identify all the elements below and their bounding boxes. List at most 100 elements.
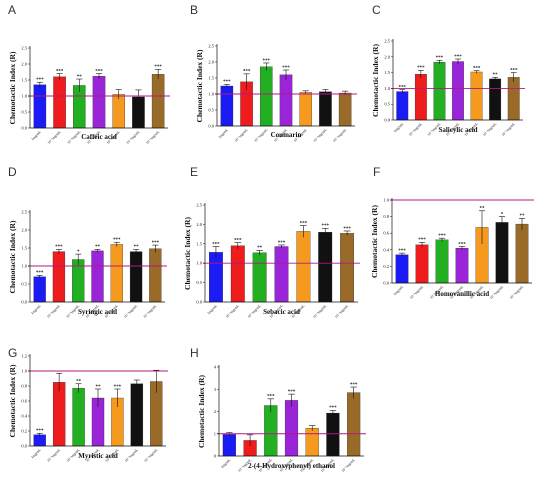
significance-marker: *	[77, 250, 80, 255]
y-tick-label: 2.5	[196, 203, 202, 208]
y-axis-label: Chemotactic Index (R)	[8, 51, 17, 124]
y-tick-label: 2.0	[384, 54, 390, 59]
y-tick-label: 0.5	[196, 280, 202, 285]
y-tick-label: 1.2	[21, 354, 27, 359]
y-axis-label: Chemotactic Index (R)	[8, 364, 17, 437]
significance-marker: ***	[56, 69, 64, 74]
significance-marker: ***	[234, 238, 242, 243]
significance-marker: ***	[288, 390, 296, 395]
bar	[347, 392, 361, 457]
y-tick-label: 1.5	[196, 241, 202, 246]
panel-title: Sebacic acid	[263, 308, 300, 316]
significance-marker: ***	[36, 78, 44, 83]
x-tick-label: 10⁻⁶mg/mL	[332, 128, 347, 143]
y-tick-label: 1.0	[384, 86, 390, 91]
x-tick-label: 1mg/mL	[30, 448, 42, 460]
y-tick-label: 4	[214, 365, 217, 370]
significance-marker: ***	[343, 227, 351, 232]
y-tick-label: 0.4	[383, 247, 389, 252]
x-tick-label: 10⁻¹mg/mL	[46, 304, 61, 319]
bar	[395, 254, 409, 284]
x-tick-label: 10⁻⁶mg/mL	[145, 130, 160, 145]
x-tick-label: 1mg/mL	[217, 128, 229, 140]
bar	[92, 76, 106, 129]
bar	[296, 231, 311, 303]
y-tick-label: 3	[214, 387, 217, 392]
panel-letter: H	[190, 346, 199, 360]
bar	[338, 92, 352, 127]
bar	[252, 252, 267, 303]
bar	[396, 91, 409, 121]
bar	[130, 383, 144, 447]
bar	[112, 94, 125, 129]
x-tick-label: 10⁻¹mg/mL	[47, 130, 62, 145]
chart-panel-g: G***1mg/mL 10⁻¹mg/mL**10⁻²mg/mL**10⁻³mg/m…	[8, 346, 168, 463]
significance-marker: ***	[454, 55, 462, 60]
x-tick-label: 1mg/mL	[393, 285, 405, 297]
significance-marker: ***	[113, 238, 121, 243]
x-tick-label: 10⁻⁵mg/mL	[124, 448, 139, 463]
x-tick-label: 10⁻²mg/mL	[67, 130, 82, 145]
y-tick-label: 2.0	[21, 62, 27, 67]
significance-marker: ***	[458, 242, 466, 247]
x-tick-label: 10⁻⁵mg/mL	[123, 304, 138, 319]
significance-marker: ***	[243, 70, 251, 75]
significance-marker: ***	[267, 395, 275, 400]
panel-letter: G	[8, 346, 17, 360]
significance-marker: **	[95, 245, 101, 250]
significance-marker: ***	[436, 56, 444, 61]
significance-marker: **	[520, 214, 526, 219]
x-tick-label: 10⁻¹mg/mL	[408, 122, 423, 137]
bar	[305, 428, 319, 457]
panel-letter: D	[8, 165, 17, 179]
y-axis-label: Chemotactic Index (R)	[195, 49, 204, 122]
bar	[326, 412, 340, 457]
y-tick-label: 0.8	[21, 384, 27, 389]
significance-marker: ***	[154, 65, 162, 70]
y-tick-label: 0.0	[21, 444, 27, 449]
x-tick-label: 10⁻²mg/mL	[247, 304, 262, 319]
y-tick-label: 0.0	[21, 300, 27, 305]
y-tick-label: 0.5	[208, 108, 214, 113]
y-tick-label: 1.0	[21, 369, 27, 374]
y-tick-label: 0.0	[383, 281, 389, 286]
significance-marker: **	[76, 380, 82, 385]
significance-marker: ***	[152, 241, 160, 246]
bar	[318, 232, 333, 303]
panel-title: Caffeic acid	[81, 133, 117, 141]
y-tick-label: 1.0	[208, 92, 214, 97]
x-tick-label: 10⁻⁶mg/mL	[509, 285, 524, 300]
chart-panel-d: D***1mg/mL***10⁻¹mg/mL*10⁻²mg/mL**10⁻³mg…	[8, 165, 167, 319]
x-tick-label: 1mg/mL	[30, 130, 42, 142]
x-tick-label: 10⁻⁶mg/mL	[143, 448, 158, 463]
significance-marker: ***	[321, 224, 329, 229]
y-tick-label: 0.4	[21, 414, 27, 419]
bar	[110, 244, 123, 303]
significance-marker: ***	[417, 66, 425, 71]
significance-marker: **	[96, 385, 102, 390]
chart-panel-e: E***1mg/mL***10⁻¹mg/mL**10⁻²mg/mL***10⁻³…	[183, 165, 360, 319]
significance-marker: ***	[212, 242, 220, 247]
bar	[340, 233, 354, 303]
y-tick-label: 1.0	[196, 261, 202, 266]
bar	[72, 388, 85, 447]
significance-marker: ***	[263, 59, 271, 64]
y-tick-label: 0.2	[383, 264, 389, 269]
y-tick-label: 0	[214, 454, 217, 459]
bar	[264, 405, 278, 457]
x-tick-label: 10⁻⁵mg/mL	[312, 304, 327, 319]
y-tick-label: 2.0	[208, 60, 214, 65]
y-axis-label: Chemotactic Index (R)	[183, 217, 192, 290]
bar	[33, 276, 46, 303]
y-tick-label: 2	[214, 409, 216, 414]
bar	[52, 382, 66, 447]
chart-panel-b: B *** 1mg/mL *** 10⁻¹mg/mL *** 10⁻²mg/mL *** 10⁻…	[190, 3, 357, 143]
y-tick-label: 2.5	[21, 210, 27, 215]
bar	[507, 77, 520, 121]
significance-marker: ***	[398, 249, 406, 254]
bar	[515, 223, 529, 284]
bar	[455, 247, 469, 284]
y-axis-label: Chemotactic Index (R)	[370, 205, 379, 278]
panel-title: 2-(4-Hydroxyphenyl) ethanol	[248, 462, 335, 470]
bar	[452, 61, 464, 121]
